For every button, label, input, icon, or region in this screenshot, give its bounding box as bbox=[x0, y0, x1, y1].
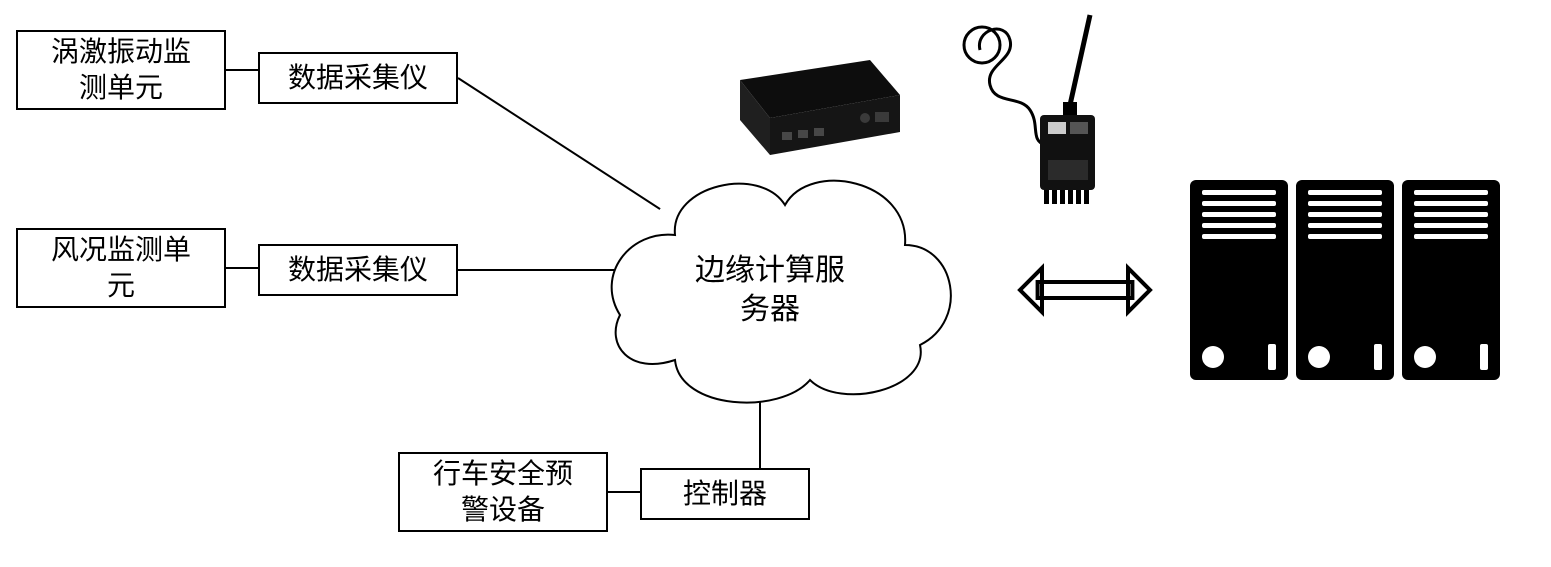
cloud-label: 边缘计算服 务器 bbox=[695, 251, 845, 329]
safety-label: 行车安全预 警设备 bbox=[433, 456, 573, 529]
daq1-box: 数据采集仪 bbox=[258, 52, 458, 104]
server-unit bbox=[1402, 180, 1500, 380]
daq1-label: 数据采集仪 bbox=[288, 60, 428, 96]
daq2-label: 数据采集仪 bbox=[288, 252, 428, 288]
server-unit bbox=[1190, 180, 1288, 380]
wind-monitoring-unit-box: 风况监测单 元 bbox=[16, 228, 226, 308]
edge-compute-cloud: 边缘计算服 务器 bbox=[615, 190, 925, 390]
server-rack-icon bbox=[1190, 180, 1500, 380]
vortex-label: 涡激振动监 测单元 bbox=[51, 34, 191, 107]
double-arrow bbox=[1020, 268, 1150, 312]
controller-label: 控制器 bbox=[683, 476, 767, 512]
controller-box: 控制器 bbox=[640, 468, 810, 520]
server-unit bbox=[1296, 180, 1394, 380]
mini-pc-icon bbox=[720, 40, 910, 165]
wind-label: 风况监测单 元 bbox=[51, 232, 191, 305]
safety-warning-device-box: 行车安全预 警设备 bbox=[398, 452, 608, 532]
vortex-monitoring-unit-box: 涡激振动监 测单元 bbox=[16, 30, 226, 110]
daq2-box: 数据采集仪 bbox=[258, 244, 458, 296]
antenna-module-icon bbox=[960, 10, 1120, 215]
